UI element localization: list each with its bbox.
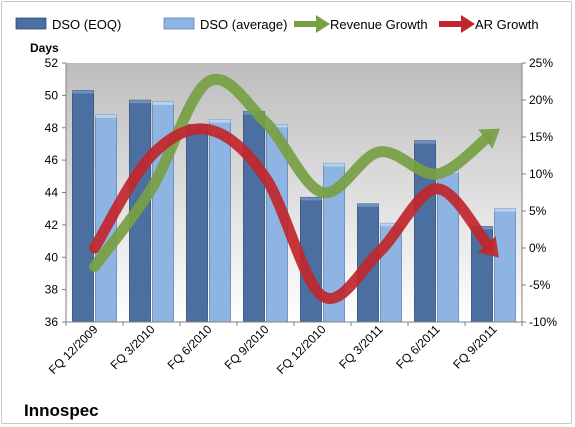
legend-swatch-dso-average bbox=[163, 17, 195, 30]
bar-top-dso-average bbox=[323, 163, 345, 167]
company-name: Innospec bbox=[24, 401, 99, 420]
legend-swatch-dso-eoq bbox=[15, 17, 47, 30]
x-tick-label: FQ 12/2010 bbox=[274, 322, 329, 377]
bar-top-dso-eoq bbox=[72, 90, 94, 94]
y-tick-label: 42 bbox=[45, 218, 59, 232]
y-tick-label: 52 bbox=[45, 56, 59, 70]
x-tick-label: FQ 12/2009 bbox=[46, 322, 101, 377]
y-tick-label: 36 bbox=[45, 315, 59, 329]
arrowhead-revenue-growth bbox=[478, 128, 501, 149]
y-tick-label: 48 bbox=[45, 121, 59, 135]
bar-top-dso-average bbox=[95, 114, 117, 118]
arrowhead-ar-growth bbox=[477, 236, 499, 258]
y-tick-label: 40 bbox=[45, 250, 59, 264]
bar-dso-eoq bbox=[72, 90, 94, 323]
y2-tick-label: 25% bbox=[529, 56, 553, 70]
bar-dso-average bbox=[494, 208, 516, 323]
y2-tick-label: 20% bbox=[529, 93, 553, 107]
y-axis-label: Days bbox=[30, 41, 59, 55]
bar-top-dso-eoq bbox=[357, 203, 379, 207]
bar-top-dso-average bbox=[266, 124, 288, 128]
legend-label-ar-growth: AR Growth bbox=[475, 17, 539, 32]
y2-tick-label: 0% bbox=[529, 241, 547, 255]
x-tick-label: FQ 3/2011 bbox=[336, 322, 386, 372]
bar-top-dso-eoq bbox=[300, 197, 322, 201]
y2-tick-label: 5% bbox=[529, 204, 547, 218]
y-tick-label: 46 bbox=[45, 153, 59, 167]
x-tick-label: FQ 3/2010 bbox=[108, 322, 158, 372]
y-tick-label: 50 bbox=[45, 88, 59, 102]
legend-label-dso-average: DSO (average) bbox=[200, 17, 287, 32]
bar-top-dso-eoq bbox=[414, 140, 436, 144]
bar-top-dso-average bbox=[380, 223, 402, 227]
legend-label-revenue-growth: Revenue Growth bbox=[330, 17, 428, 32]
y2-tick-label: -5% bbox=[529, 278, 551, 292]
y2-tick-label: 10% bbox=[529, 167, 553, 181]
legend-label-dso-eoq: DSO (EOQ) bbox=[52, 17, 121, 32]
legend-arrow-revenue-growth bbox=[316, 15, 330, 33]
bar-top-dso-average bbox=[209, 119, 231, 123]
bar-top-dso-average bbox=[494, 208, 516, 212]
y-tick-label: 44 bbox=[45, 186, 59, 200]
x-tick-label: FQ 9/2011 bbox=[450, 322, 500, 372]
series-line-revenue-growth bbox=[89, 73, 493, 272]
legend-arrow-ar-growth bbox=[461, 15, 475, 33]
x-tick-label: FQ 9/2010 bbox=[222, 322, 272, 372]
series-line-ar-growth bbox=[89, 123, 494, 304]
bar-top-dso-eoq bbox=[129, 100, 151, 104]
bar-dso-average bbox=[209, 119, 231, 323]
x-tick-label: FQ 6/2011 bbox=[393, 322, 443, 372]
y-tick-label: 38 bbox=[45, 283, 59, 297]
bar-top-dso-average bbox=[152, 101, 174, 105]
y2-tick-label: 15% bbox=[529, 130, 553, 144]
bar-dso-eoq bbox=[243, 111, 265, 323]
y2-tick-label: -10% bbox=[529, 315, 557, 329]
x-tick-label: FQ 6/2010 bbox=[165, 322, 215, 372]
bar-dso-eoq bbox=[186, 124, 208, 323]
